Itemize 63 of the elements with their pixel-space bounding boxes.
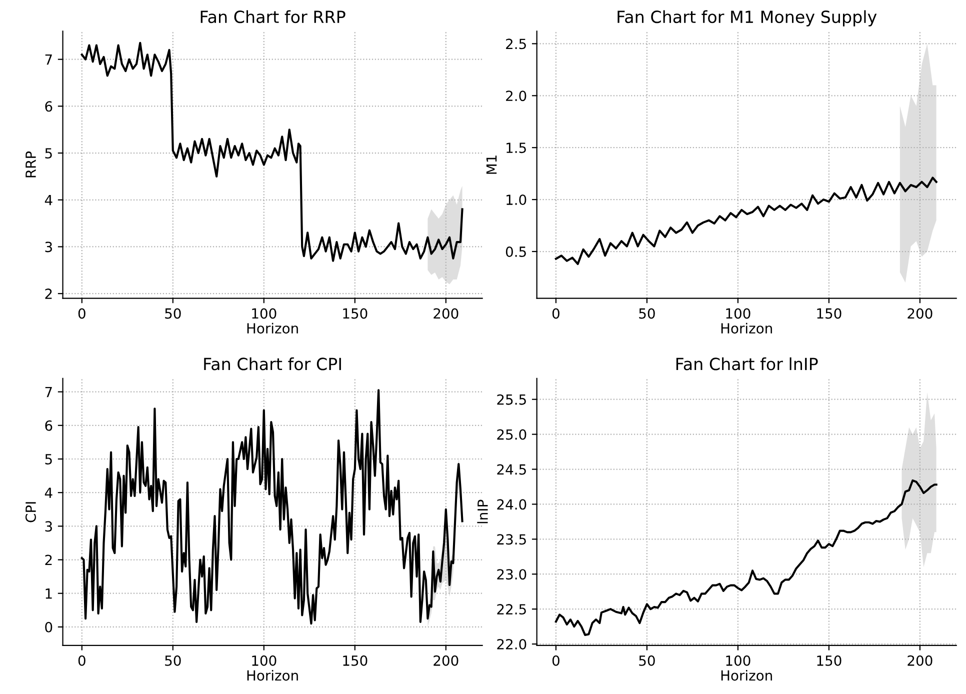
x-tick-label: 100 xyxy=(726,655,750,666)
x-tick-label: 200 xyxy=(908,655,932,666)
chart-title: Fan Chart for M1 Money Supply xyxy=(618,10,877,26)
x-tick-label: 50 xyxy=(639,308,655,319)
y-axis-title: RRP xyxy=(26,151,36,178)
line-series xyxy=(80,42,464,262)
x-tick-label: 200 xyxy=(434,308,458,319)
y-tick-label: 1.0 xyxy=(506,194,526,206)
x-tick-label: 50 xyxy=(165,655,181,666)
y-axis-title: CPI xyxy=(25,502,36,522)
x-tick-label: 0 xyxy=(78,308,86,319)
y-axis-title: lnIP xyxy=(477,500,488,524)
x-tick-label: 150 xyxy=(343,655,368,666)
y-tick-label: 22.5 xyxy=(497,604,526,615)
x-tick-label: 0 xyxy=(552,308,560,319)
x-tick-label: 200 xyxy=(434,655,458,666)
x-axis-title: Horizon xyxy=(721,322,772,334)
x-tick-label: 100 xyxy=(252,655,276,666)
y-tick-label: 3 xyxy=(45,521,52,532)
x-tick-label: 50 xyxy=(639,655,655,666)
chart-title: Fan Chart for lnIP xyxy=(676,357,818,370)
chart-title: Fan Chart for CPI xyxy=(204,357,341,370)
y-tick-label: 1.5 xyxy=(506,142,526,154)
line-series xyxy=(80,389,464,625)
y-tick-label: 7 xyxy=(45,386,52,398)
x-axis-title: Horizon xyxy=(247,670,298,681)
y-tick-label: 25.5 xyxy=(497,394,526,405)
x-tick-label: 150 xyxy=(817,308,842,319)
y-tick-label: 3 xyxy=(45,242,52,252)
x-axis-title: Horizon xyxy=(247,322,298,334)
x-axis-title: Horizon xyxy=(721,670,772,681)
chart-title: Fan Chart for RRP xyxy=(200,10,346,24)
y-tick-label: 23.0 xyxy=(497,569,526,580)
line-series xyxy=(554,176,938,266)
y-tick-label: 2.5 xyxy=(506,38,526,50)
y-tick-label: 4 xyxy=(44,195,52,206)
x-tick-label: 0 xyxy=(78,655,86,666)
y-tick-label: 7 xyxy=(45,54,52,65)
y-tick-label: 4 xyxy=(44,488,52,498)
y-tick-label: 24.5 xyxy=(497,464,526,475)
y-tick-label: 6 xyxy=(45,420,52,431)
y-tick-label: 0 xyxy=(45,622,52,632)
x-tick-label: 200 xyxy=(908,308,932,319)
y-tick-label: 1 xyxy=(46,588,52,599)
y-tick-label: 22.0 xyxy=(497,638,526,650)
y-tick-label: 2.0 xyxy=(506,90,526,102)
x-tick-label: 0 xyxy=(552,655,560,666)
x-tick-label: 100 xyxy=(726,308,750,319)
y-axis-title: M1 xyxy=(486,156,497,174)
y-tick-label: 23.5 xyxy=(497,534,526,545)
y-tick-label: 5 xyxy=(45,148,52,159)
line-series xyxy=(554,479,938,636)
y-tick-label: 25.0 xyxy=(497,429,526,440)
x-tick-label: 150 xyxy=(817,655,842,666)
y-tick-label: 2 xyxy=(45,288,52,299)
y-tick-label: 5 xyxy=(45,454,52,464)
y-tick-label: 6 xyxy=(45,101,52,112)
x-tick-label: 50 xyxy=(165,308,181,319)
x-tick-label: 150 xyxy=(343,308,368,319)
y-tick-label: 0.5 xyxy=(506,246,526,257)
y-tick-label: 2 xyxy=(45,554,52,566)
y-tick-label: 24.0 xyxy=(497,499,526,510)
x-tick-label: 100 xyxy=(252,308,276,319)
